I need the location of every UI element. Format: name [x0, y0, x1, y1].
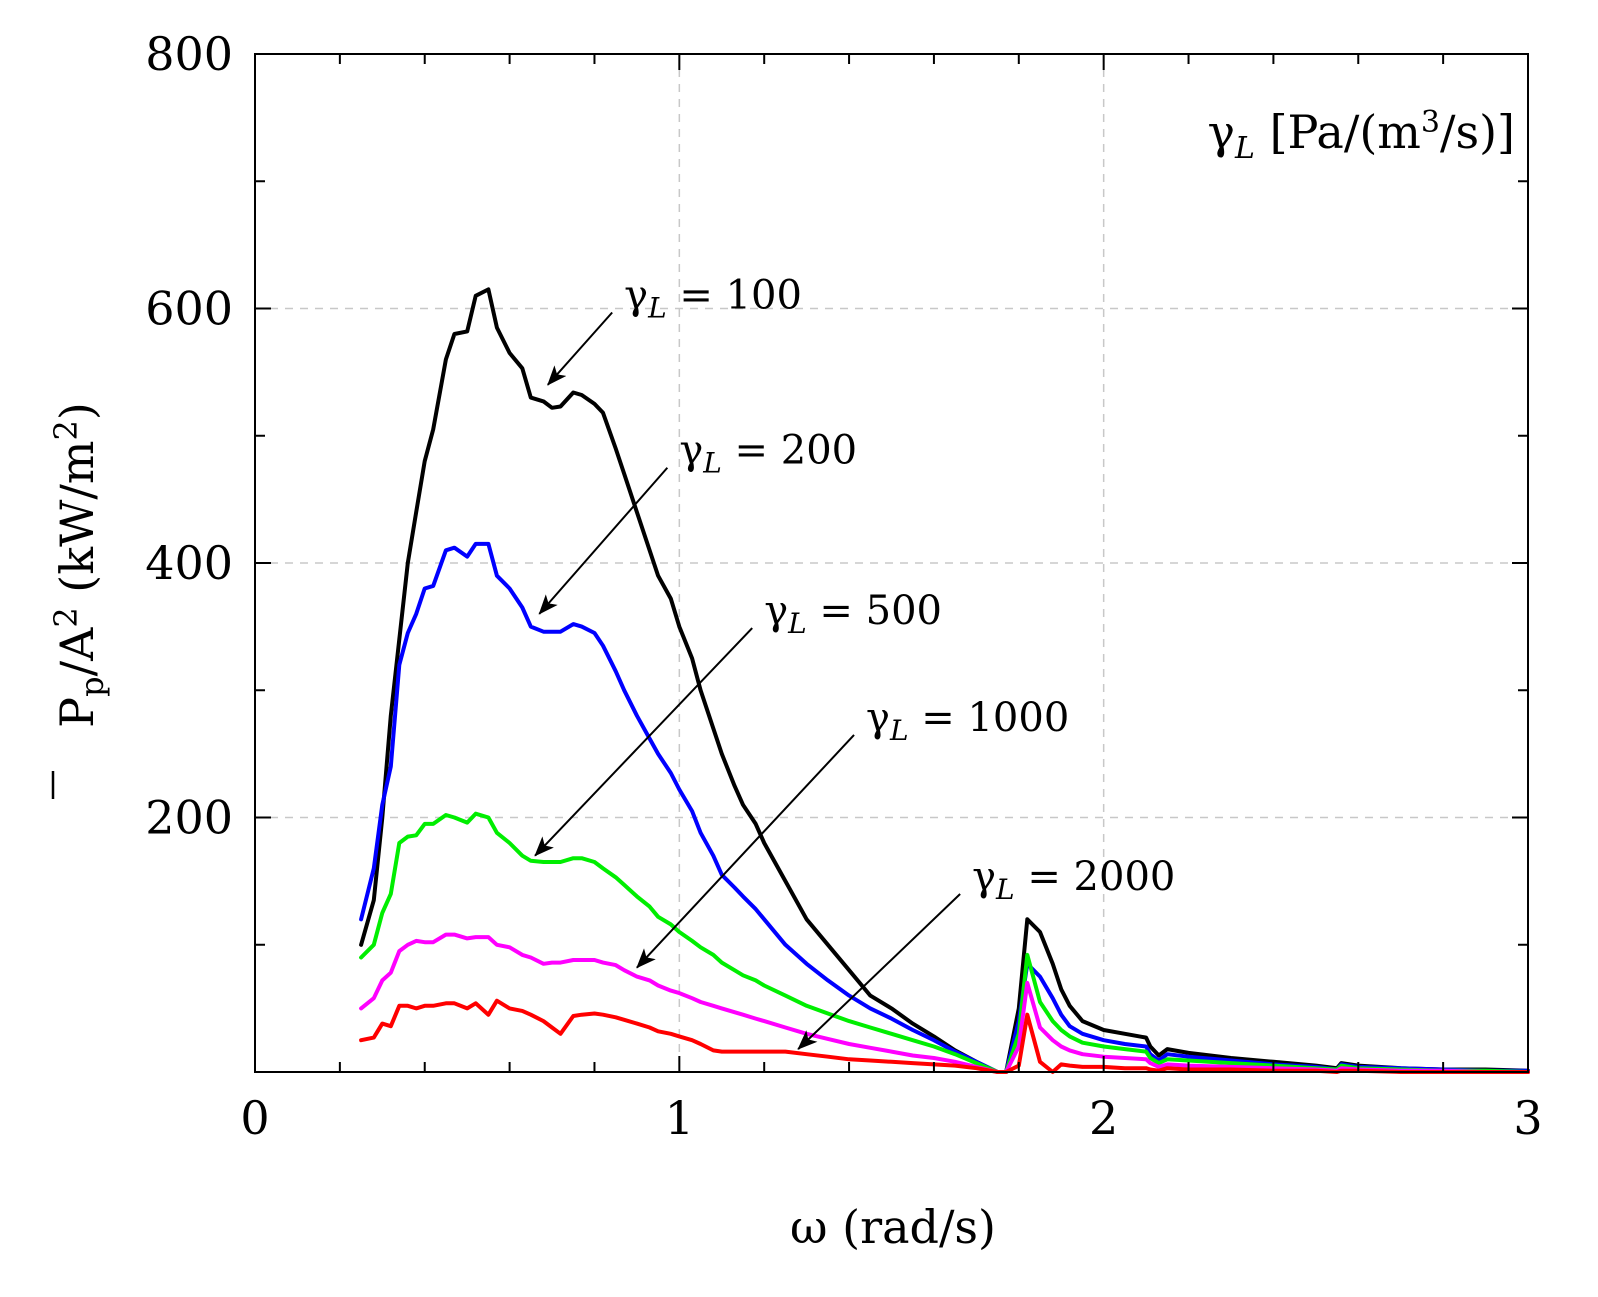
- annotation-label: γL = 500: [764, 588, 942, 640]
- x-tick-label: 1: [665, 1091, 694, 1145]
- legend-units: [Pa/(m: [1255, 105, 1421, 159]
- series-line-100: [359, 287, 1530, 1074]
- legend-sub: L: [1234, 131, 1255, 166]
- x-tick-label: 3: [1513, 1091, 1542, 1145]
- y-tick-label: 800: [145, 27, 233, 81]
- annotation-arrow: [547, 311, 613, 386]
- axes: [254, 53, 1529, 1073]
- y-axis-title: Pp/A2 (kW/m2): [47, 402, 111, 799]
- y-tick-label: 600: [145, 282, 233, 336]
- y-title-units: (kW/m: [50, 440, 104, 607]
- annotation-arrow: [636, 734, 855, 969]
- annotation-label: γL = 200: [679, 428, 857, 480]
- annotations: γL = 100 γL = 200 γL = 500 γL = 1000 γL = 20…: [534, 273, 1175, 1050]
- annotation-arrow: [534, 627, 753, 857]
- series-line-2000: [359, 998, 1530, 1074]
- annotation-arrow: [797, 893, 961, 1050]
- legend-gamma: γ: [1208, 105, 1236, 159]
- series-line-200: [359, 541, 1530, 1074]
- x-tick-label: 0: [240, 1091, 269, 1145]
- tick-labels: 0 1 2 3 200 400 600 800: [145, 27, 1542, 1145]
- svg-text:Pp/A2 (kW/m2): Pp/A2 (kW/m2): [47, 402, 111, 728]
- y-title-p: P: [50, 697, 104, 728]
- y-tick-label: 200: [145, 791, 233, 845]
- y-title-units-sup: 2: [47, 420, 85, 440]
- series-line-1000: [359, 932, 1530, 1074]
- annotation-label: γL = 2000: [972, 854, 1175, 906]
- x-axis-title: ω (rad/s): [790, 1200, 996, 1254]
- annotation-arrow: [538, 467, 669, 615]
- y-title-close: ): [50, 402, 104, 420]
- y-title-a-sup: 2: [47, 607, 85, 627]
- legend-units-end: /s)]: [1440, 105, 1515, 159]
- annotation-label: γL = 1000: [866, 695, 1069, 747]
- series-line-500: [359, 811, 1530, 1074]
- annotation-label: γL = 100: [624, 273, 802, 325]
- y-title-a: /A: [50, 627, 104, 676]
- legend-sup: 3: [1421, 105, 1440, 140]
- y-title-p-sub: p: [73, 676, 111, 696]
- grid: [255, 54, 1528, 1072]
- legend-title: γL [Pa/(m3/s)]: [1208, 105, 1515, 166]
- x-tick-label: 2: [1089, 1091, 1118, 1145]
- series-lines: [359, 287, 1530, 1074]
- y-tick-label: 400: [145, 536, 233, 590]
